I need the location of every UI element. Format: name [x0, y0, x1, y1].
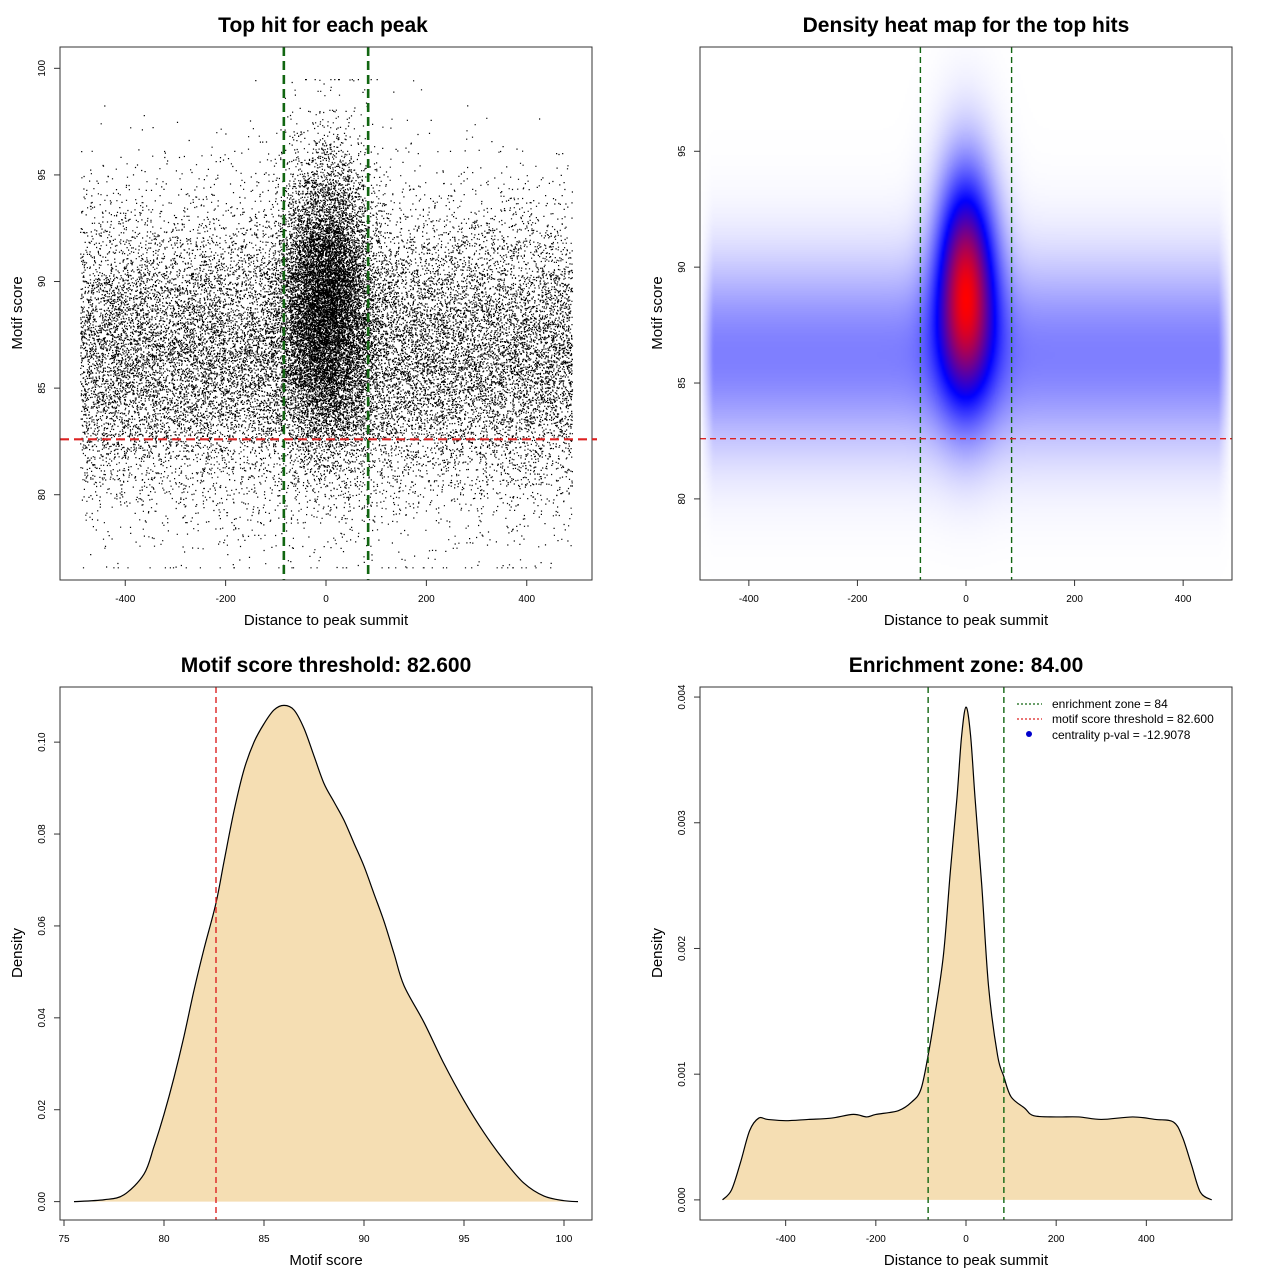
y-tick-label: 95 — [37, 169, 48, 181]
x-tick-label: -200 — [216, 594, 236, 605]
y-tick-label: 0.06 — [37, 916, 48, 936]
x-tick-label: 90 — [358, 1234, 370, 1245]
y-tick-label: 0.02 — [37, 1100, 48, 1120]
x-tick-label: 75 — [58, 1234, 70, 1245]
x-tick-label: 95 — [458, 1234, 470, 1245]
x-tick-label: 200 — [1048, 1234, 1065, 1245]
heatmap-x-label: Distance to peak summit — [884, 612, 1049, 629]
x-tick-label: 85 — [258, 1234, 270, 1245]
distance-density-y-axis: 0.000 0.001 0.002 0.003 0.004 — [677, 684, 700, 1212]
heatmap-x-axis: -400 -200 0 200 400 — [739, 580, 1192, 605]
y-tick-label: 0.04 — [37, 1008, 48, 1028]
score-density-area — [74, 705, 578, 1202]
heatmap-panel: Density heat map for the top hits -400 -2… — [649, 14, 1233, 629]
heatmap-title: Density heat map for the top hits — [803, 14, 1130, 37]
y-tick-label: 0.00 — [37, 1191, 48, 1211]
y-tick-label: 85 — [677, 377, 688, 389]
heatmap-y-axis: 80 85 90 95 — [677, 145, 700, 504]
y-tick-label: 0.004 — [677, 684, 688, 709]
distance-density-plot — [722, 687, 1213, 1220]
scatter-title: Top hit for each peak — [218, 14, 428, 37]
scatter-y-label: Motif score — [9, 276, 26, 349]
y-tick-label: 0.003 — [677, 810, 688, 835]
scatter-points — [80, 79, 574, 569]
x-tick-label: -400 — [739, 594, 759, 605]
distance-density-x-axis: -400 -200 0 200 400 — [776, 1220, 1155, 1245]
heatmap-y-label: Motif score — [649, 276, 666, 349]
distance-density-y-label: Density — [649, 927, 666, 978]
x-tick-label: -200 — [847, 594, 867, 605]
scatter-panel: Top hit for each peak -400 -200 0 200 400 80… — [9, 14, 597, 629]
density-heatmap-image — [700, 47, 1232, 580]
x-tick-label: 400 — [518, 594, 535, 605]
x-tick-label: -400 — [115, 594, 135, 605]
scatter-reference-lines — [60, 47, 592, 580]
x-tick-label: -200 — [866, 1234, 886, 1245]
y-tick-label: 100 — [37, 60, 48, 77]
y-tick-label: 90 — [677, 261, 688, 273]
x-tick-label: 200 — [1066, 594, 1083, 605]
score-density-x-axis: 75 80 85 90 95 100 — [58, 1220, 573, 1245]
y-tick-label: 0.002 — [677, 936, 688, 961]
x-tick-label: 400 — [1138, 1234, 1155, 1245]
distance-density-curve — [722, 706, 1213, 1201]
distance-density-area — [722, 707, 1212, 1200]
legend-threshold-label: motif score threshold = 82.600 — [1052, 712, 1214, 726]
y-tick-label: 80 — [37, 489, 48, 501]
y-tick-label: 0.08 — [37, 824, 48, 844]
scatter-y-axis: 80 85 90 95 100 — [37, 60, 60, 501]
score-density-title: Motif score threshold: 82.600 — [181, 654, 472, 677]
score-density-plot-frame — [59, 686, 593, 1221]
scatter-x-axis: -400 -200 0 200 400 — [115, 438, 597, 605]
heatmap-reference-lines — [700, 47, 1232, 580]
score-density-x-label: Motif score — [289, 1252, 362, 1269]
x-tick-label: 0 — [963, 1234, 969, 1245]
legend-zone-label: enrichment zone = 84 — [1052, 697, 1168, 711]
x-tick-label: 200 — [418, 594, 435, 605]
x-tick-label: 0 — [963, 594, 969, 605]
scatter-point-cloud — [80, 79, 574, 569]
x-tick-label: 100 — [556, 1234, 573, 1245]
y-tick-label: 0.000 — [677, 1187, 688, 1212]
score-density-y-axis: 0.00 0.02 0.04 0.06 0.08 0.10 — [37, 732, 60, 1211]
score-density-panel: Motif score threshold: 82.600 75 80 85 90 95… — [9, 654, 593, 1269]
y-tick-label: 95 — [677, 145, 688, 157]
x-tick-label: -400 — [776, 1234, 796, 1245]
distance-density-x-label: Distance to peak summit — [884, 1252, 1049, 1269]
y-tick-label: 0.10 — [37, 732, 48, 752]
x-tick-label: 0 — [323, 594, 329, 605]
enrichment-zone-lines — [927, 687, 1005, 1220]
y-tick-label: 90 — [37, 276, 48, 288]
y-tick-label: 0.001 — [677, 1061, 688, 1086]
scatter-x-label: Distance to peak summit — [244, 612, 409, 629]
distance-density-title: Enrichment zone: 84.00 — [849, 654, 1084, 677]
y-tick-label: 80 — [677, 493, 688, 505]
x-tick-label: 80 — [158, 1234, 170, 1245]
score-density-y-label: Density — [9, 927, 26, 978]
legend: enrichment zone = 84 motif score thresho… — [1017, 697, 1214, 742]
score-density-curve — [73, 704, 579, 1203]
legend-pval-marker — [1026, 731, 1032, 737]
x-tick-label: 400 — [1175, 594, 1192, 605]
y-tick-label: 85 — [37, 382, 48, 394]
distance-density-panel: Enrichment zone: 84.00 -400 -200 0 200 400 0… — [649, 654, 1233, 1269]
legend-pval-label: centrality p-val = -12.9078 — [1052, 728, 1191, 742]
score-density-plot — [73, 687, 579, 1220]
